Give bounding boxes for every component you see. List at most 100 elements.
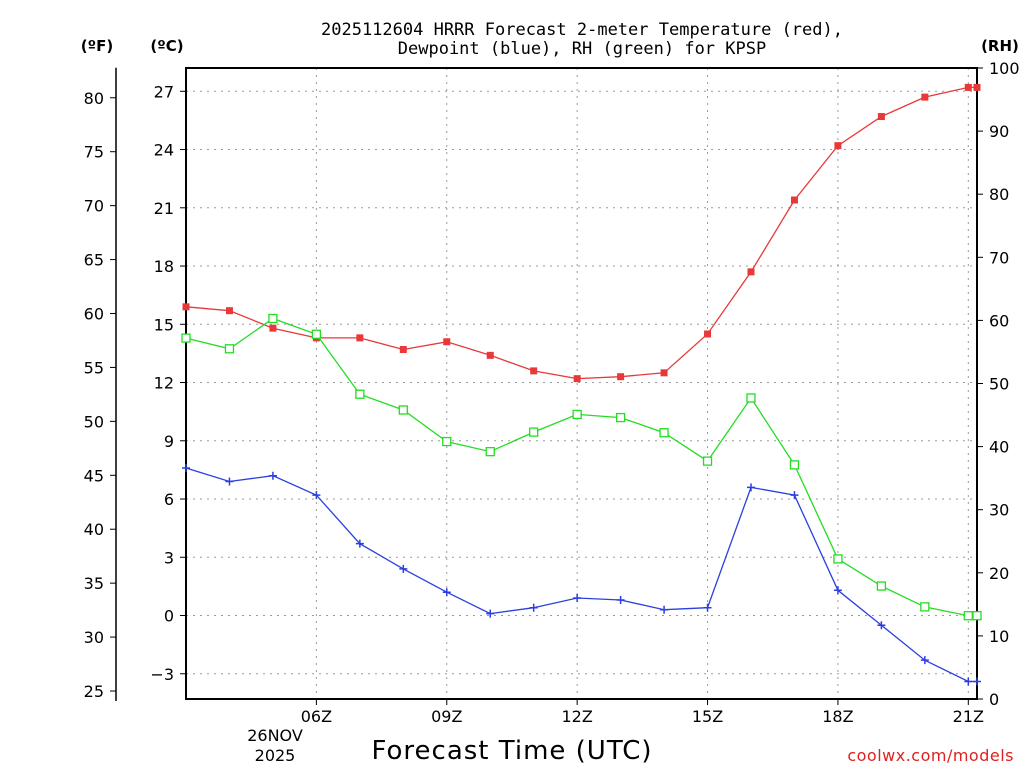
dewpoint-point: [920, 656, 929, 665]
celsius-tick-label: 21: [154, 199, 174, 218]
temperature-point: [356, 334, 364, 342]
dewpoint-line: [185, 467, 977, 683]
dewpoint-point: [442, 588, 451, 597]
rh-unit-label: (RH): [981, 37, 1019, 55]
x-tick-label: 15Z: [692, 707, 723, 726]
x-axis-label: Forecast Time (UTC): [371, 736, 652, 766]
rh-point: [833, 554, 843, 564]
temperature-point: [921, 93, 929, 101]
rh-point: [972, 611, 982, 621]
rh-point: [398, 405, 408, 415]
rh-line: [185, 317, 977, 617]
dewpoint-point: [660, 605, 669, 614]
axes: 06Z 09Z 12Z 15Z 18Z 21Z −3 0 3 6 9 12 15 18 21 24 27 25 30…: [84, 59, 1020, 726]
fahrenheit-tick-label: 65: [84, 251, 104, 270]
temperature-point: [790, 196, 798, 204]
celsius-tick-label: 18: [154, 257, 174, 276]
temperature-point: [269, 324, 277, 332]
plot-frame: [185, 67, 978, 700]
dewpoint-point: [399, 564, 408, 573]
temperature-point: [225, 307, 233, 315]
celsius-tick-label: 15: [154, 315, 174, 334]
temperature-line: [185, 86, 977, 380]
fahrenheit-tick-label: 55: [84, 358, 104, 377]
rh-tick-label: 60: [989, 311, 1009, 330]
rh-point: [181, 333, 191, 343]
rh-tick-label: 10: [989, 627, 1009, 646]
celsius-tick-label: 0: [164, 607, 174, 626]
rh-tick-label: 40: [989, 438, 1009, 457]
fahrenheit-tick-label: 40: [84, 520, 104, 539]
dewpoint-point: [790, 491, 799, 500]
temperature-point: [530, 367, 538, 375]
rh-point: [268, 313, 278, 324]
temperature-point: [834, 142, 842, 150]
credit-label: coolwx.com/models: [847, 746, 1014, 765]
temperature-point: [443, 338, 451, 346]
fahrenheit-tick-label: 45: [84, 466, 104, 485]
x-tick-label: 06Z: [301, 707, 332, 726]
dewpoint-point: [703, 603, 712, 612]
dewpoint-point: [877, 621, 886, 630]
fahrenheit-tick-label: 35: [84, 574, 104, 593]
dewpoint-point: [355, 539, 364, 548]
dewpoint-point: [225, 477, 234, 486]
celsius-tick-label: 6: [164, 490, 174, 509]
celsius-tick-label: 9: [164, 432, 174, 451]
celsius-tick-label: 24: [154, 141, 174, 160]
rh-point: [876, 581, 887, 591]
x-tick-label: 12Z: [561, 707, 592, 726]
temperature-point: [486, 351, 494, 359]
dewpoint-point: [973, 677, 981, 686]
rh-point: [572, 409, 582, 420]
rh-tick-label: 20: [989, 564, 1009, 583]
dewpoint-point: [747, 483, 755, 492]
temperature-point: [877, 113, 885, 121]
dewpoint-point: [312, 491, 321, 500]
fahrenheit-tick-label: 25: [84, 682, 104, 701]
rh-point: [485, 446, 495, 457]
celsius-tick-label: 3: [164, 548, 174, 567]
celsius-tick-label: 12: [154, 374, 174, 393]
fahrenheit-tick-label: 50: [84, 412, 104, 431]
celsius-unit-label: (ºC): [150, 37, 183, 55]
temperature-point: [573, 375, 581, 383]
date-label-line1: 26NOV: [247, 726, 303, 745]
rh-point: [963, 611, 973, 621]
rh-point: [355, 389, 365, 399]
rh-point: [311, 329, 322, 339]
temperature-point: [964, 83, 972, 91]
rh-point: [442, 436, 452, 447]
x-tick-label: 18Z: [822, 707, 853, 726]
dewpoint-point: [529, 603, 538, 612]
rh-point: [702, 456, 713, 466]
dewpoint-point: [964, 677, 973, 686]
temperature-point: [747, 268, 755, 276]
rh-tick-label: 100: [989, 59, 1020, 78]
temperature-point: [399, 346, 407, 354]
x-tick-label: 21Z: [953, 707, 984, 726]
x-tick-label: 09Z: [431, 707, 462, 726]
temperature-point: [973, 83, 981, 91]
temperature-point: [617, 373, 625, 381]
rh-tick-label: 90: [989, 122, 1009, 141]
fahrenheit-tick-label: 70: [84, 197, 104, 216]
celsius-tick-label: 27: [154, 82, 174, 101]
rh-tick-label: 50: [989, 375, 1009, 394]
rh-point: [789, 460, 800, 470]
chart-title-line2: Dewpoint (blue), RH (green) for KPSP: [398, 39, 766, 59]
temperature-point: [704, 330, 712, 338]
dewpoint-point: [616, 595, 625, 604]
chart-title-line1: 2025112604 HRRR Forecast 2-meter Tempera…: [321, 20, 843, 40]
dewpoint-point: [833, 586, 842, 595]
dewpoint-point: [486, 609, 495, 618]
rh-tick-label: 80: [989, 185, 1009, 204]
fahrenheit-tick-label: 75: [84, 143, 104, 162]
fahrenheit-tick-label: 80: [84, 89, 104, 108]
temperature-point: [182, 303, 190, 311]
date-label-line2: 2025: [255, 746, 296, 765]
rh-point: [615, 412, 626, 423]
rh-point: [920, 602, 930, 612]
rh-point: [529, 427, 539, 437]
